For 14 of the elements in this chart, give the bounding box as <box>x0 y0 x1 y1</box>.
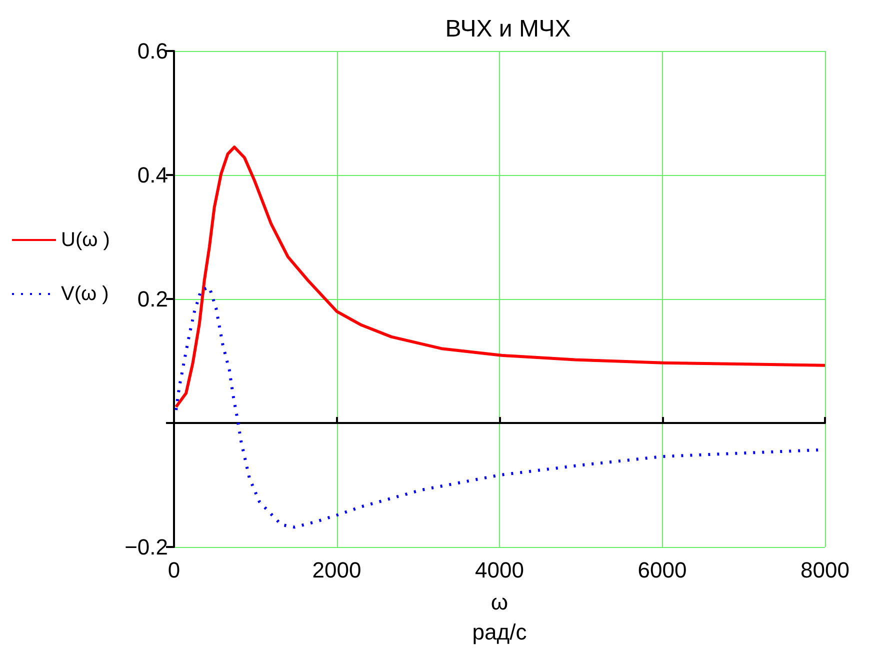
y-tick-label: 0.2 <box>137 286 168 312</box>
legend-label: V(ω ) <box>61 283 109 305</box>
y-tick-label: 0.4 <box>137 162 168 188</box>
y-tick-label: 0.6 <box>137 38 168 64</box>
line-series <box>174 146 826 408</box>
x-tick-label: 0 <box>168 558 180 582</box>
chart-title: ВЧХ и МЧХ <box>445 16 571 42</box>
x-tick-label: 8000 <box>800 558 850 582</box>
x-tick-label: 4000 <box>475 558 524 582</box>
x-tick-label: 6000 <box>638 558 687 582</box>
y-tick-label: −0.2 <box>124 534 168 560</box>
x-axis-title: ω рад/с <box>472 590 527 644</box>
x-tick-label: 2000 <box>312 558 362 582</box>
legend-label: U(ω ) <box>61 229 110 251</box>
